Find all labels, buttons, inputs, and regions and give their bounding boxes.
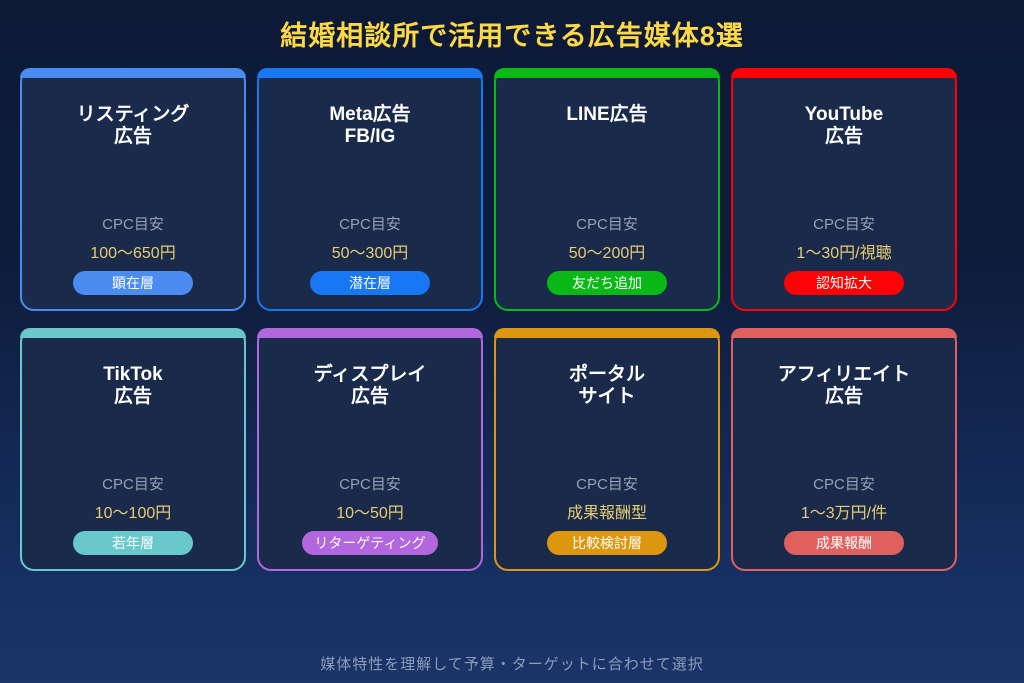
card-accent-bar xyxy=(257,68,483,78)
card-title: YouTube 広告 xyxy=(804,104,884,147)
card-content: YouTube 広告 CPC目安 1〜30円/視聴 認知拡大 xyxy=(733,70,955,309)
card-content: アフィリエイト 広告 CPC目安 1〜3万円/件 成果報酬 xyxy=(733,330,955,569)
media-card-grid: リスティング 広告 CPC目安 100〜650円 顕在層 Meta広告 FB/I… xyxy=(20,68,957,571)
card-content: LINE広告 CPC目安 50〜200円 友だち追加 xyxy=(496,70,718,309)
cpc-value: 50〜300円 xyxy=(331,245,409,262)
cpc-label: CPC目安 xyxy=(102,216,164,233)
cpc-label: CPC目安 xyxy=(339,216,401,233)
card-title: リスティング 広告 xyxy=(76,104,190,147)
card-accent-bar xyxy=(20,328,246,338)
card-title: ポータル サイト xyxy=(568,364,645,407)
cpc-label: CPC目安 xyxy=(339,476,401,493)
audience-badge: 認知拡大 xyxy=(784,271,904,295)
audience-badge: 顕在層 xyxy=(73,271,193,295)
card-accent-bar xyxy=(257,328,483,338)
page-title: 結婚相談所で活用できる広告媒体8選 xyxy=(280,21,744,51)
media-card: TikTok 広告 CPC目安 10〜100円 若年層 xyxy=(20,328,246,571)
card-accent-bar xyxy=(494,68,720,78)
card-content: リスティング 広告 CPC目安 100〜650円 顕在層 xyxy=(22,70,244,309)
media-card: Meta広告 FB/IG CPC目安 50〜300円 潜在層 xyxy=(257,68,483,311)
media-card: ディスプレイ 広告 CPC目安 10〜50円 リターゲティング xyxy=(257,328,483,571)
card-accent-bar xyxy=(20,68,246,78)
cpc-value: 成果報酬型 xyxy=(566,505,647,522)
media-card: アフィリエイト 広告 CPC目安 1〜3万円/件 成果報酬 xyxy=(731,328,957,571)
card-content: ディスプレイ 広告 CPC目安 10〜50円 リターゲティング xyxy=(259,330,481,569)
footer-note: 媒体特性を理解して予算・ターゲットに合わせて選択 xyxy=(320,656,704,673)
cpc-label: CPC目安 xyxy=(102,476,164,493)
card-content: Meta広告 FB/IG CPC目安 50〜300円 潜在層 xyxy=(259,70,481,309)
media-card: YouTube 広告 CPC目安 1〜30円/視聴 認知拡大 xyxy=(731,68,957,311)
card-title: LINE広告 xyxy=(566,104,648,125)
card-content: TikTok 広告 CPC目安 10〜100円 若年層 xyxy=(22,330,244,569)
card-title: アフィリエイト 広告 xyxy=(777,364,911,407)
cpc-value: 1〜30円/視聴 xyxy=(796,245,892,262)
cpc-value: 10〜100円 xyxy=(94,505,172,522)
card-title: ディスプレイ 広告 xyxy=(313,364,427,407)
card-accent-bar xyxy=(731,328,957,338)
card-content: ポータル サイト CPC目安 成果報酬型 比較検討層 xyxy=(496,330,718,569)
cpc-label: CPC目安 xyxy=(576,476,638,493)
card-accent-bar xyxy=(731,68,957,78)
cpc-value: 50〜200円 xyxy=(568,245,646,262)
cpc-label: CPC目安 xyxy=(813,216,875,233)
media-card: ポータル サイト CPC目安 成果報酬型 比較検討層 xyxy=(494,328,720,571)
audience-badge: 友だち追加 xyxy=(547,271,667,295)
cpc-value: 10〜50円 xyxy=(336,505,404,522)
cpc-value: 1〜3万円/件 xyxy=(800,505,888,522)
audience-badge: 比較検討層 xyxy=(547,531,667,555)
media-card: LINE広告 CPC目安 50〜200円 友だち追加 xyxy=(494,68,720,311)
cpc-label: CPC目安 xyxy=(813,476,875,493)
card-title: Meta広告 FB/IG xyxy=(329,104,411,147)
media-card: リスティング 広告 CPC目安 100〜650円 顕在層 xyxy=(20,68,246,311)
audience-badge: 潜在層 xyxy=(310,271,430,295)
cpc-value: 100〜650円 xyxy=(90,245,176,262)
audience-badge: 若年層 xyxy=(73,531,193,555)
card-accent-bar xyxy=(494,328,720,338)
audience-badge: 成果報酬 xyxy=(784,531,904,555)
audience-badge: リターゲティング xyxy=(302,531,438,555)
cpc-label: CPC目安 xyxy=(576,216,638,233)
card-title: TikTok 広告 xyxy=(103,364,163,407)
